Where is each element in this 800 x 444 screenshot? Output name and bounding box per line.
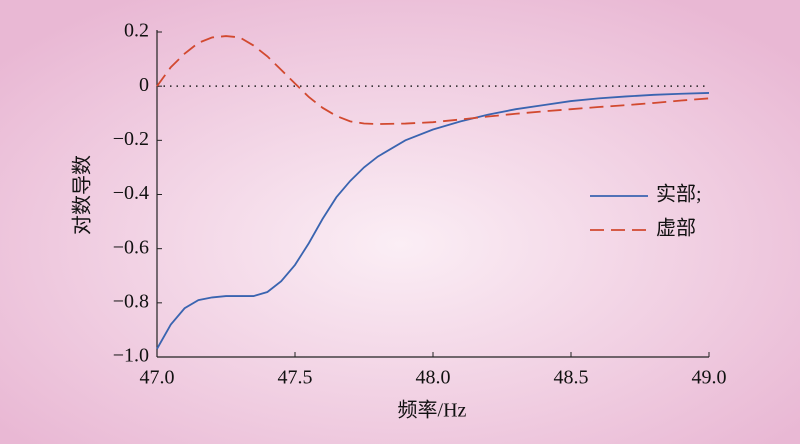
y-axis-label: 对数导数: [71, 155, 94, 235]
y-tick-label: −0.8: [113, 290, 149, 312]
x-tick-label: 47.0: [140, 367, 175, 389]
legend-label: 实部;: [656, 183, 702, 206]
legend-label: 虚部: [656, 217, 696, 240]
x-tick-label: 48.5: [554, 367, 589, 389]
y-tick-label: −0.6: [113, 236, 149, 258]
y-tick-label: 0.2: [124, 20, 149, 42]
x-axis-label: 频率/Hz: [398, 399, 467, 422]
y-tick-label: −0.2: [113, 128, 149, 150]
x-tick-label: 48.0: [416, 367, 451, 389]
y-tick-label: −1.0: [113, 345, 149, 367]
y-tick-label: −0.4: [113, 182, 149, 204]
series-line: [156, 35, 710, 125]
series-line: [156, 92, 710, 350]
x-tick-label: 49.0: [692, 367, 727, 389]
x-tick-label: 47.5: [278, 367, 313, 389]
y-tick-label: 0: [139, 74, 149, 96]
